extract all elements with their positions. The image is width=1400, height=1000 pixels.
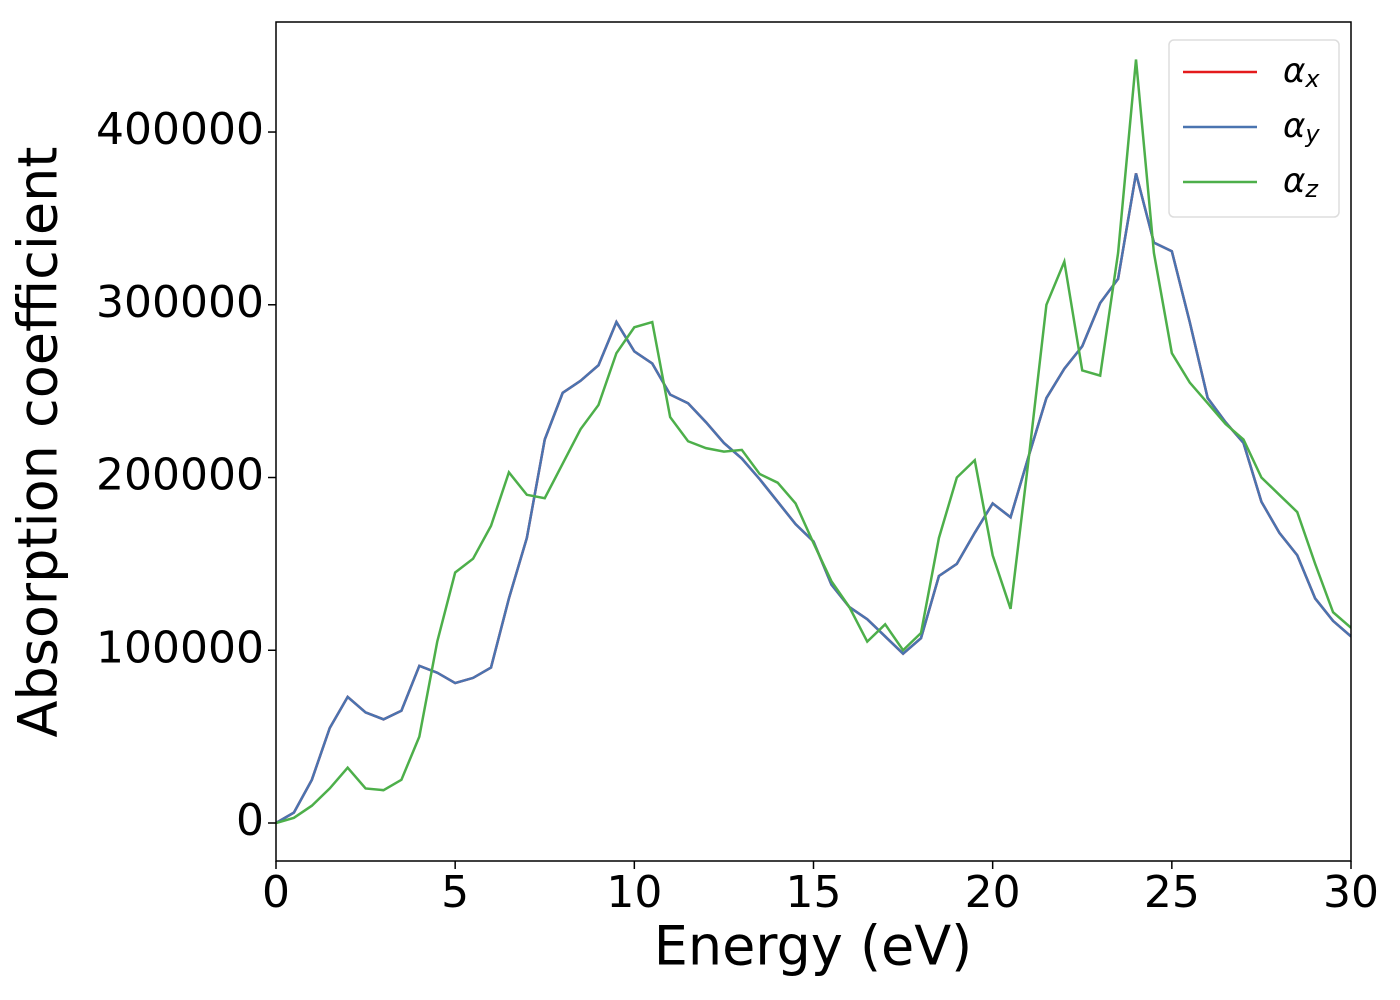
plot-frame: [275, 21, 1352, 862]
y-tick-label: 300000: [96, 277, 264, 328]
line: [276, 173, 1351, 825]
y-axis-label: Absorption coefficient: [7, 147, 70, 738]
y-tick-label: 400000: [96, 104, 264, 155]
legend-label: αy: [1283, 106, 1320, 149]
legend-label: αz: [1283, 161, 1319, 204]
x-tick-label: 15: [786, 867, 842, 918]
legend-box: [1168, 39, 1340, 218]
x-tick-label: 25: [1144, 867, 1200, 918]
x-tick-label: 5: [441, 867, 469, 918]
y-tick-label: 100000: [96, 622, 264, 673]
x-tick-label: 0: [262, 867, 290, 918]
y-tick-label: 0: [236, 795, 264, 846]
y-tick-label: 200000: [96, 450, 264, 501]
x-tick-label: 30: [1323, 867, 1379, 918]
x-axis-label: Energy (eV): [654, 915, 973, 978]
legend-label: αx: [1283, 51, 1320, 94]
line: [276, 59, 1351, 825]
line: [276, 173, 1351, 825]
x-tick-label: 10: [606, 867, 662, 918]
x-tick-label: 20: [965, 867, 1021, 918]
